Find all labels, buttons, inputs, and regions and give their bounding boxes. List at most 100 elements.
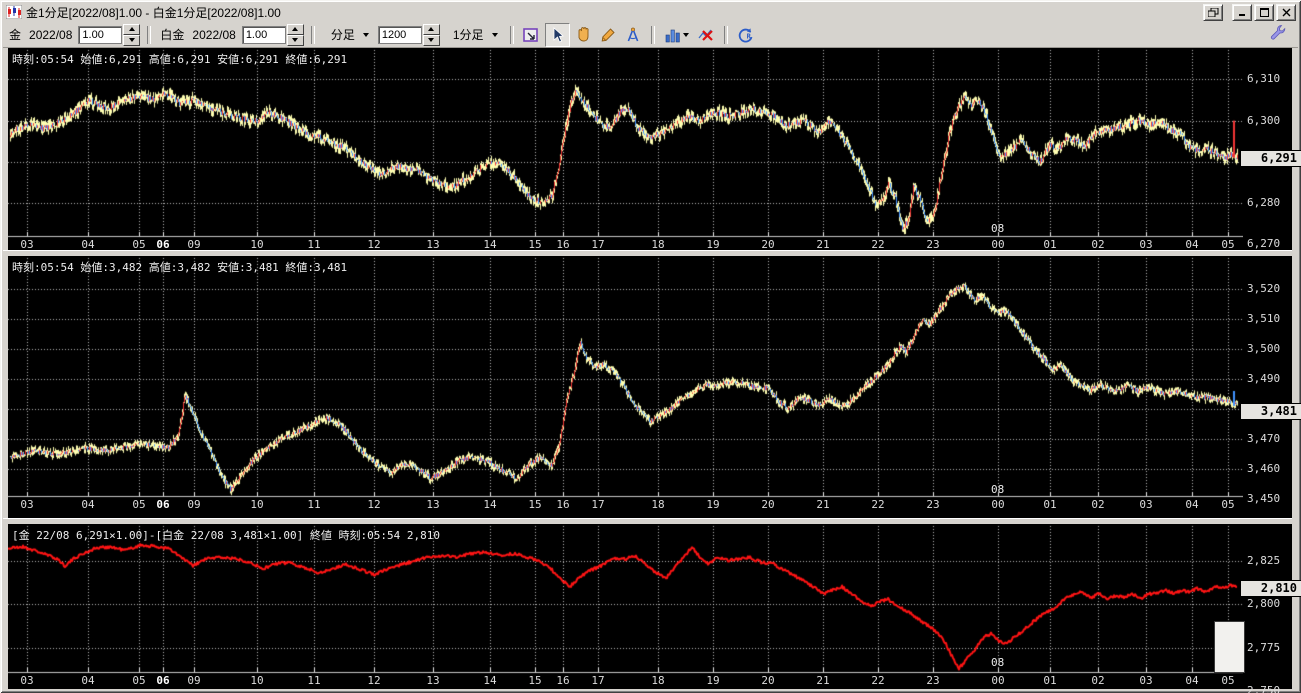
minimize-button[interactable] bbox=[1232, 4, 1252, 21]
y-axis-label: 3,450 bbox=[1247, 492, 1281, 505]
toolbar-separator bbox=[723, 25, 728, 44]
x-axis-hour-label: 14 bbox=[483, 238, 497, 251]
x-axis-hour-label: 00 bbox=[991, 674, 1005, 687]
x-axis-hour-label: 15 bbox=[528, 498, 542, 511]
chart-axis-column bbox=[1243, 48, 1292, 250]
x-axis-hour-label: 01 bbox=[1043, 238, 1057, 251]
chart-info-line: 時刻:05:54 始値:3,482 高値:3,482 安値:3,481 終値:3… bbox=[12, 261, 348, 274]
chevron-down-icon bbox=[491, 32, 498, 37]
y-axis-label: 6,270 bbox=[1247, 237, 1281, 251]
platinum-multiplier-spinner bbox=[241, 23, 304, 46]
chart-canvas-platinum[interactable] bbox=[8, 256, 1243, 518]
x-axis-hour-label: 22 bbox=[871, 674, 885, 687]
chart-axis-column bbox=[1243, 524, 1292, 689]
gold-multiplier-spinner bbox=[78, 23, 141, 46]
gold-mult-up-button[interactable] bbox=[123, 23, 141, 35]
x-axis-hour-label: 13 bbox=[426, 238, 440, 251]
platinum-mult-up-button[interactable] bbox=[286, 23, 304, 35]
chart-axis-column bbox=[1243, 256, 1292, 518]
x-axis-hour-label: 12 bbox=[367, 674, 381, 687]
x-axis-hour-label: 04 bbox=[1185, 674, 1199, 687]
maximize-button[interactable] bbox=[1254, 4, 1274, 21]
x-axis-hour-label: 19 bbox=[706, 238, 720, 251]
current-value-box: 3,481 bbox=[1240, 403, 1301, 420]
x-axis-hour-label: 05 bbox=[132, 238, 146, 251]
pencil-draw-tool-button[interactable] bbox=[596, 23, 620, 46]
pointer-tool-button[interactable] bbox=[544, 22, 570, 47]
bar-count-up-button[interactable] bbox=[422, 23, 440, 35]
bar-count-input[interactable] bbox=[377, 25, 422, 44]
x-axis-hour-label: 01 bbox=[1043, 498, 1057, 511]
x-axis-hour-label: 18 bbox=[651, 498, 665, 511]
x-axis-hour-label: 02 bbox=[1091, 498, 1105, 511]
x-axis-hour-label: 20 bbox=[761, 674, 775, 687]
bar-count-down-button[interactable] bbox=[422, 34, 440, 46]
gold-multiplier-input[interactable] bbox=[78, 25, 123, 44]
hand-pan-tool-button[interactable] bbox=[571, 23, 595, 46]
x-axis-hour-label: 09 bbox=[187, 674, 201, 687]
x-axis-hour-label: 14 bbox=[483, 674, 497, 687]
y-axis-label: 2,750 bbox=[1247, 684, 1281, 693]
x-axis-hour-label: 00 bbox=[991, 238, 1005, 251]
x-axis-hour-label: 10 bbox=[250, 498, 264, 511]
x-axis-hour-label: 04 bbox=[81, 238, 95, 251]
wrench-icon bbox=[1270, 25, 1286, 40]
chart-info-line: 時刻:05:54 始値:6,291 高値:6,291 安値:6,291 終値:6… bbox=[12, 53, 348, 66]
x-axis-hour-label: 03 bbox=[1139, 498, 1153, 511]
gold-mult-down-button[interactable] bbox=[123, 34, 141, 46]
toolbar: 金 2022/08 白金 2022/08 分足 1分足 bbox=[3, 22, 1298, 48]
reset-chart-button[interactable]: R bbox=[733, 23, 757, 46]
y-axis-label: 6,280 bbox=[1247, 196, 1281, 210]
chart-canvas-spread[interactable] bbox=[8, 524, 1243, 689]
y-axis-label: 2,825 bbox=[1247, 553, 1281, 567]
x-axis-hour-label: 21 bbox=[816, 498, 830, 511]
x-axis-hour-label: 05 bbox=[132, 674, 146, 687]
overlapping-windows-icon bbox=[1207, 8, 1218, 17]
x-axis-hour-label: 20 bbox=[761, 498, 775, 511]
gold-label: 金 bbox=[9, 28, 22, 42]
current-value-box: 6,291 bbox=[1240, 150, 1301, 167]
frame-select-tool-button[interactable] bbox=[519, 23, 543, 46]
pointer-icon bbox=[553, 26, 564, 43]
chart-type-dropdown-button[interactable] bbox=[660, 23, 693, 46]
hand-icon bbox=[578, 27, 589, 42]
restore-panel-button[interactable] bbox=[1203, 4, 1223, 21]
x-axis-hour-label: 03 bbox=[20, 674, 34, 687]
y-axis-label: 3,510 bbox=[1247, 312, 1281, 325]
y-axis-label: 3,520 bbox=[1247, 282, 1281, 295]
y-axis-label: 3,500 bbox=[1247, 342, 1281, 355]
x-axis-hour-label: 19 bbox=[706, 674, 720, 687]
close-button[interactable] bbox=[1276, 4, 1296, 21]
current-value-box: 2,810 bbox=[1240, 580, 1301, 597]
x-axis-hour-label: 05 bbox=[132, 498, 146, 511]
interval-dropdown-label: 分足 bbox=[330, 28, 355, 42]
x-axis-hour-label: 06 bbox=[156, 238, 170, 251]
compass-draw-tool-button[interactable] bbox=[621, 23, 645, 46]
rotate-reset-icon: R bbox=[738, 27, 752, 42]
x-axis-hour-label: 13 bbox=[426, 498, 440, 511]
minimize-icon bbox=[1238, 14, 1245, 16]
delete-drawings-button[interactable] bbox=[694, 23, 718, 46]
x-axis-hour-label: 04 bbox=[1185, 498, 1199, 511]
platinum-multiplier-input[interactable] bbox=[241, 25, 286, 44]
timeframe-dropdown[interactable]: 1分足 bbox=[445, 24, 502, 45]
y-axis-label: 3,470 bbox=[1247, 432, 1281, 445]
x-axis-hour-label: 21 bbox=[816, 674, 830, 687]
settings-button[interactable] bbox=[1270, 24, 1286, 45]
x-axis-hour-label: 00 bbox=[991, 498, 1005, 511]
x-axis-hour-label: 16 bbox=[556, 238, 570, 251]
app-candlestick-icon bbox=[6, 5, 22, 19]
chevron-down-icon bbox=[682, 32, 689, 37]
interval-dropdown[interactable]: 分足 bbox=[323, 24, 373, 45]
title-bar[interactable]: 金1分足[2022/08]1.00 - 白金1分足[2022/08]1.00 bbox=[3, 3, 1298, 21]
platinum-mult-down-button[interactable] bbox=[286, 34, 304, 46]
y-axis-label: 3,490 bbox=[1247, 372, 1281, 385]
x-axis-hour-label: 01 bbox=[1043, 674, 1057, 687]
chart-canvas-gold[interactable] bbox=[8, 48, 1243, 250]
x-axis-hour-label: 10 bbox=[250, 674, 264, 687]
x-axis-hour-label: 12 bbox=[367, 238, 381, 251]
svg-text:R: R bbox=[746, 32, 751, 40]
date-marker-label: 08 bbox=[991, 483, 1005, 496]
x-axis-hour-label: 17 bbox=[591, 498, 605, 511]
